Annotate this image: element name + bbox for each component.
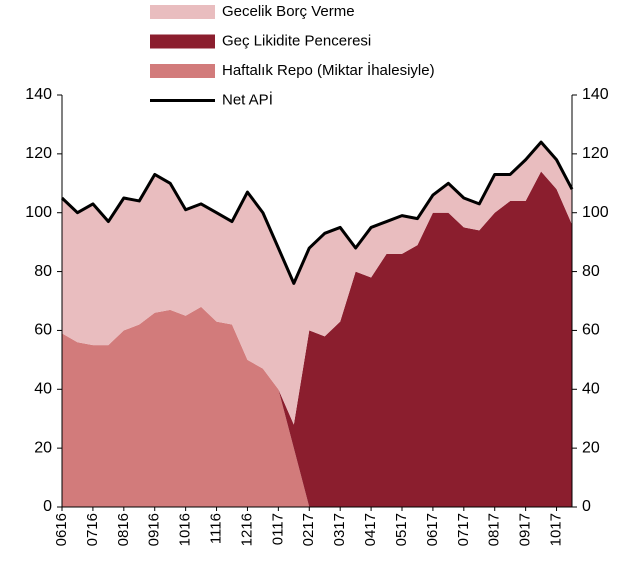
y2-tick-label: 100	[582, 204, 609, 221]
y-tick-label: 60	[34, 322, 52, 339]
legend-swatch	[150, 34, 215, 49]
y-tick-label: 120	[25, 145, 52, 162]
x-tick-label: 0617	[424, 513, 441, 546]
x-tick-label: 0317	[331, 513, 348, 546]
x-tick-label: 0517	[393, 513, 410, 546]
x-tick-label: 1116	[208, 513, 225, 544]
legend-swatch	[150, 64, 215, 78]
legend-label: Gecelik Borç Verme	[222, 3, 355, 20]
y-tick-label: 100	[25, 204, 52, 221]
legend-label: Net APİ	[222, 90, 273, 108]
legend-label: Geç Likidite Penceresi	[222, 32, 371, 49]
x-tick-label: 0917	[517, 513, 534, 546]
y-tick-label: 80	[34, 263, 52, 280]
y2-tick-label: 120	[582, 145, 609, 162]
y2-tick-label: 140	[582, 86, 609, 103]
legend-label: Haftalık Repo (Miktar İhalesiyle)	[222, 61, 435, 79]
y2-tick-label: 80	[582, 263, 600, 280]
x-tick-label: 0716	[84, 513, 101, 546]
x-tick-label: 0117	[269, 513, 286, 545]
x-tick-label: 0816	[115, 513, 132, 546]
y-tick-label: 20	[34, 439, 52, 456]
x-tick-label: 0217	[300, 513, 317, 546]
x-tick-label: 1017	[548, 513, 565, 546]
x-tick-label: 1016	[177, 513, 194, 546]
y2-tick-label: 0	[582, 498, 591, 515]
y2-tick-label: 20	[582, 439, 600, 456]
x-tick-label: 0916	[146, 513, 163, 546]
x-tick-label: 0817	[486, 513, 503, 546]
line	[60, 140, 574, 285]
y2-tick-label: 60	[582, 322, 600, 339]
y-tick-label: 0	[43, 498, 52, 515]
x-tick-label: 0717	[455, 513, 472, 546]
x-tick-label: 0417	[362, 513, 379, 546]
y-tick-label: 140	[25, 86, 52, 103]
area	[62, 306, 572, 507]
legend-swatch	[150, 5, 215, 19]
area	[62, 171, 572, 507]
area	[62, 142, 572, 425]
y2-tick-label: 40	[582, 381, 600, 398]
y-tick-label: 40	[34, 381, 52, 398]
x-tick-label: 1216	[238, 513, 255, 546]
x-tick-label: 0616	[53, 513, 70, 546]
